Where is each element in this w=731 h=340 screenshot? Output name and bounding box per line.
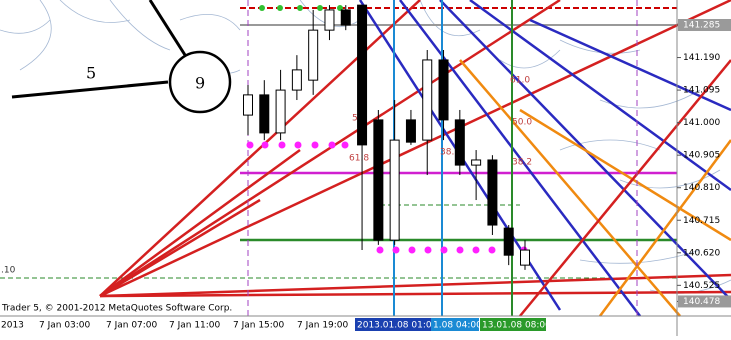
marker <box>246 141 254 149</box>
y-tick-highlight <box>678 19 731 32</box>
x-tick-label: 7 Jan 11:00 <box>169 321 221 331</box>
x-tick-label: 1.08 04:00 <box>433 321 482 331</box>
candle-body <box>275 89 286 134</box>
y-tick-label: 140.905 <box>683 151 720 161</box>
y-tick-label: 141.095 <box>683 86 720 96</box>
candle-body <box>291 69 302 91</box>
marker <box>392 246 400 254</box>
annotation: 38.2 <box>512 158 532 168</box>
fan-lines <box>99 0 731 317</box>
marker <box>440 246 448 254</box>
x-tick-label: 7 Jan 03:00 <box>39 321 91 331</box>
y-tick-highlight <box>678 295 731 308</box>
candle-body <box>471 159 482 166</box>
marker <box>259 5 265 11</box>
annotation: 61.8 <box>349 154 369 164</box>
marker <box>294 141 302 149</box>
candle-body <box>503 227 514 256</box>
circle <box>168 50 232 114</box>
arrow-line <box>11 80 169 99</box>
candle-body <box>243 94 253 116</box>
y-tick-label: 140.810 <box>683 183 720 193</box>
y-tick-label: 140.620 <box>683 248 720 258</box>
x-tick-label: 2013 <box>1 321 24 331</box>
annotation: 5 <box>86 64 96 83</box>
candle-body <box>259 94 270 134</box>
candle-body <box>324 9 335 31</box>
marker <box>261 141 269 149</box>
candle-body <box>438 59 449 121</box>
marker <box>278 141 286 149</box>
candle-body <box>520 249 530 266</box>
annotation: 9 <box>195 74 205 93</box>
candle-body <box>373 119 384 241</box>
candle-body <box>308 29 319 81</box>
annotation: 38.2 <box>440 148 460 158</box>
x-tick-label: 7 Jan 19:00 <box>297 321 349 331</box>
copyright: Trader 5, © 2001-2012 MetaQuotes Softwar… <box>1 304 232 314</box>
candle-body <box>340 9 351 26</box>
marker <box>376 246 384 254</box>
candle-body <box>357 4 368 146</box>
x-tick-label: 7 Jan 07:00 <box>106 321 158 331</box>
x-tick-label: 2013.01.08 01:00 <box>357 321 438 331</box>
marker <box>456 246 464 254</box>
arrow-line <box>148 0 187 56</box>
y-tick-label: 140.715 <box>683 216 720 226</box>
y-tick-label: 140.525 <box>683 281 720 291</box>
candle-body <box>389 139 400 241</box>
marker <box>341 141 349 149</box>
candle-body <box>405 119 416 143</box>
marker <box>317 5 323 11</box>
y-tick-label: 141.285 <box>683 21 720 31</box>
y-tick-label: 140.478 <box>683 297 720 307</box>
y-tick-label: 141.190 <box>683 53 720 63</box>
marker <box>277 5 283 11</box>
marker <box>472 246 480 254</box>
marker <box>311 141 319 149</box>
x-tick-label: 7 Jan 15:00 <box>233 321 285 331</box>
x-label-highlight <box>431 318 479 331</box>
candle-body <box>487 159 498 226</box>
annotation: .10 <box>1 266 16 276</box>
annotation: 50.0 <box>512 118 532 128</box>
candle-body <box>454 119 465 166</box>
y-tick-label: 141.000 <box>683 118 720 128</box>
marker <box>408 246 416 254</box>
marker <box>297 5 303 11</box>
candle-body <box>422 59 433 141</box>
x-label-highlight <box>480 318 546 331</box>
x-tick-label: 13.01.08 08:00 <box>482 321 551 331</box>
marker <box>488 246 496 254</box>
marker <box>328 141 336 149</box>
annotation: 61.0 <box>510 76 530 86</box>
x-label-highlight <box>355 318 431 331</box>
marker <box>424 246 432 254</box>
